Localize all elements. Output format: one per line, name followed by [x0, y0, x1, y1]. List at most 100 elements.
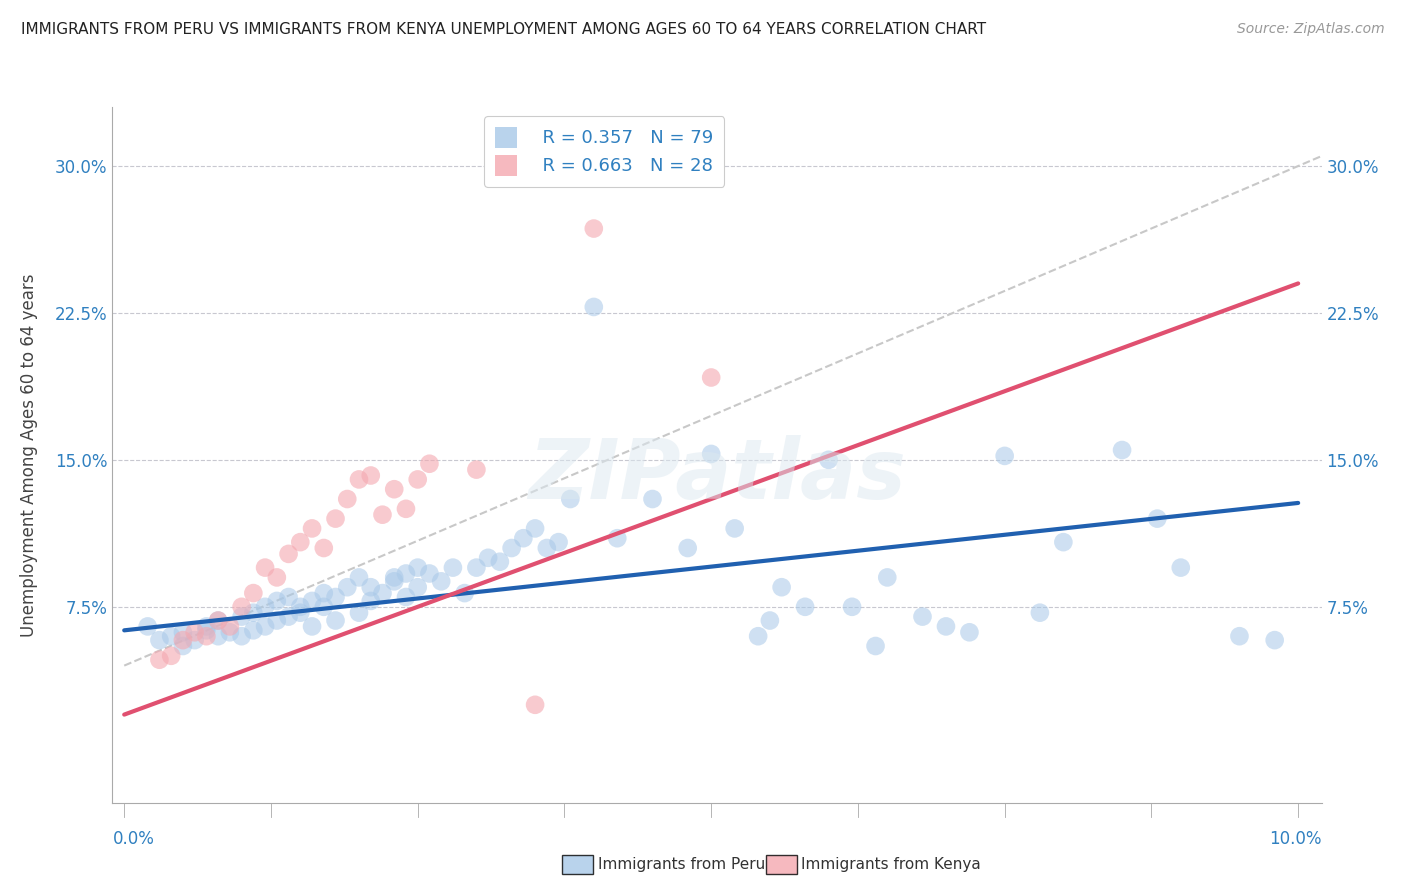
- Point: [770, 580, 793, 594]
- Point: [382, 482, 405, 496]
- Point: [512, 531, 534, 545]
- Point: [547, 535, 569, 549]
- Point: [266, 570, 288, 584]
- Point: [1264, 633, 1286, 648]
- Point: [172, 633, 194, 648]
- Point: [218, 619, 240, 633]
- Legend:   R = 0.357   N = 79,   R = 0.663   N = 28: R = 0.357 N = 79, R = 0.663 N = 28: [484, 116, 724, 186]
- Text: ZIPatlas: ZIPatlas: [529, 435, 905, 516]
- Point: [794, 599, 817, 614]
- Point: [700, 370, 723, 384]
- Point: [382, 574, 405, 589]
- Point: [747, 629, 769, 643]
- Point: [1111, 443, 1133, 458]
- Point: [254, 599, 277, 614]
- Point: [207, 629, 229, 643]
- Point: [360, 580, 382, 594]
- Text: 10.0%: 10.0%: [1270, 830, 1322, 847]
- Point: [242, 586, 264, 600]
- Point: [606, 531, 628, 545]
- Y-axis label: Unemployment Among Ages 60 to 64 years: Unemployment Among Ages 60 to 64 years: [20, 273, 38, 637]
- Point: [1146, 511, 1168, 525]
- Point: [231, 609, 253, 624]
- Point: [371, 508, 394, 522]
- Point: [301, 594, 323, 608]
- Point: [371, 586, 394, 600]
- Point: [325, 590, 347, 604]
- Point: [218, 625, 240, 640]
- Point: [242, 624, 264, 638]
- Point: [1052, 535, 1074, 549]
- Point: [994, 449, 1017, 463]
- Text: Immigrants from Kenya: Immigrants from Kenya: [801, 857, 981, 871]
- Point: [876, 570, 898, 584]
- Point: [453, 586, 475, 600]
- Point: [959, 625, 981, 640]
- Point: [254, 560, 277, 574]
- Text: IMMIGRANTS FROM PERU VS IMMIGRANTS FROM KENYA UNEMPLOYMENT AMONG AGES 60 TO 64 Y: IMMIGRANTS FROM PERU VS IMMIGRANTS FROM …: [21, 22, 986, 37]
- Point: [277, 590, 299, 604]
- Point: [406, 472, 429, 486]
- Point: [582, 300, 605, 314]
- Point: [935, 619, 957, 633]
- Point: [430, 574, 453, 589]
- Point: [911, 609, 934, 624]
- Point: [536, 541, 558, 555]
- Text: 0.0%: 0.0%: [112, 830, 155, 847]
- Text: Immigrants from Peru: Immigrants from Peru: [598, 857, 765, 871]
- Point: [254, 619, 277, 633]
- Point: [841, 599, 863, 614]
- Point: [266, 614, 288, 628]
- Point: [148, 633, 170, 648]
- Point: [395, 590, 418, 604]
- Point: [325, 511, 347, 525]
- Point: [172, 625, 194, 640]
- Point: [360, 468, 382, 483]
- Point: [266, 594, 288, 608]
- Point: [582, 221, 605, 235]
- Point: [172, 639, 194, 653]
- Point: [641, 491, 664, 506]
- Point: [1029, 606, 1052, 620]
- Point: [1170, 560, 1192, 574]
- Point: [477, 550, 499, 565]
- Text: Source: ZipAtlas.com: Source: ZipAtlas.com: [1237, 22, 1385, 37]
- Point: [290, 535, 312, 549]
- Point: [290, 599, 312, 614]
- Point: [418, 457, 440, 471]
- Point: [183, 625, 205, 640]
- Point: [160, 648, 183, 663]
- Point: [336, 580, 359, 594]
- Point: [465, 462, 488, 476]
- Point: [136, 619, 159, 633]
- Point: [395, 566, 418, 581]
- Point: [160, 629, 183, 643]
- Point: [347, 570, 370, 584]
- Point: [347, 472, 370, 486]
- Point: [560, 491, 582, 506]
- Point: [231, 599, 253, 614]
- Point: [724, 521, 747, 535]
- Point: [817, 452, 839, 467]
- Point: [347, 606, 370, 620]
- Point: [700, 447, 723, 461]
- Point: [195, 624, 218, 638]
- Point: [183, 633, 205, 648]
- Point: [277, 547, 299, 561]
- Point: [382, 570, 405, 584]
- Point: [195, 619, 218, 633]
- Point: [676, 541, 699, 555]
- Point: [395, 501, 418, 516]
- Point: [207, 614, 229, 628]
- Point: [148, 653, 170, 667]
- Point: [207, 614, 229, 628]
- Point: [524, 521, 547, 535]
- Point: [406, 560, 429, 574]
- Point: [277, 609, 299, 624]
- Point: [1229, 629, 1251, 643]
- Point: [360, 594, 382, 608]
- Point: [441, 560, 464, 574]
- Point: [231, 629, 253, 643]
- Point: [301, 521, 323, 535]
- Point: [759, 614, 782, 628]
